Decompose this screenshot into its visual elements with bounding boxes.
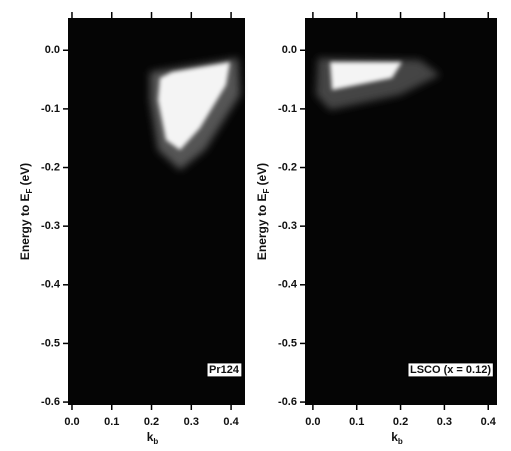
y-tick-label: -0.3 <box>41 220 60 232</box>
x-axis-label-sub: b <box>398 437 403 446</box>
x-tick-label: 0.1 <box>104 416 119 428</box>
x-tick-label: 0.4 <box>481 416 497 428</box>
x-tick-label: 0.3 <box>184 416 199 428</box>
y-axis-label: Energy to EF (eV) <box>18 163 34 260</box>
y-tick-label: -0.5 <box>278 337 297 349</box>
y-tick-label: -0.6 <box>278 396 297 408</box>
y-axis-label-main: Energy to E <box>255 193 269 260</box>
y-axis-label-sub: F <box>262 188 271 193</box>
y-axis-label: Energy to EF (eV) <box>255 163 271 260</box>
y-axis-label-sub: F <box>25 188 34 193</box>
y-tick-label: -0.4 <box>278 279 298 291</box>
y-axis-label-unit: (eV) <box>18 163 32 186</box>
y-tick-label: -0.2 <box>41 161 60 173</box>
x-axis-label-main: k <box>391 430 398 444</box>
y-tick-label: 0.0 <box>282 44 297 56</box>
y-tick-label: -0.1 <box>41 103 60 115</box>
x-tick-label: 0.1 <box>349 416 364 428</box>
x-axis-label: kb <box>391 430 403 446</box>
y-tick-label: -0.3 <box>278 220 297 232</box>
y-tick-label: -0.4 <box>41 279 61 291</box>
y-axis-label-unit: (eV) <box>255 163 269 186</box>
x-axis-label-sub: b <box>153 437 158 446</box>
y-tick-label: -0.1 <box>278 103 297 115</box>
y-tick-label: -0.5 <box>41 337 60 349</box>
x-tick-label: 0.0 <box>305 416 320 428</box>
panel: 0.0 0.1 0.2 0.3 0.4 0.0 -0.1 -0.2 -0.3 -0.4 -0.5 -0… <box>18 12 245 446</box>
annotation: Pr124 <box>209 364 240 376</box>
y-axis-label-main: Energy to E <box>18 193 32 260</box>
annotation-box <box>407 362 494 378</box>
x-tick-label: 0.0 <box>64 416 79 428</box>
y-tick-label: 0.0 <box>45 44 60 56</box>
x-tick-label: 0.2 <box>144 416 159 428</box>
annotation: LSCO (x = 0.12) <box>410 364 491 376</box>
y-tick-label: -0.6 <box>41 396 60 408</box>
x-axis-label-main: k <box>147 430 154 444</box>
intensity-peak <box>158 62 230 150</box>
x-tick-label: 0.4 <box>223 416 239 428</box>
x-tick-label: 0.3 <box>437 416 452 428</box>
y-tick-label: -0.2 <box>278 161 297 173</box>
annotation-box <box>206 362 243 378</box>
x-axis-label: kb <box>147 430 159 446</box>
x-tick-label: 0.2 <box>393 416 408 428</box>
panel: 0.0 0.1 0.2 0.3 0.4 0.0 -0.1 -0.2 -0.3 -0.4 -0.5 -0… <box>255 12 497 446</box>
intensity-peak <box>330 62 402 90</box>
